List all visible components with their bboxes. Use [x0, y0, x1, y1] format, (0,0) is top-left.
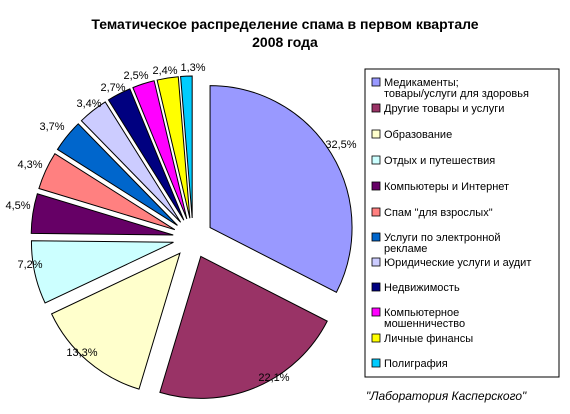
- legend-label: Отдых и путешествия: [384, 155, 495, 167]
- pie-slice: [107, 88, 185, 221]
- slice-value-label: 4,5%: [5, 200, 30, 212]
- pie-slice: [156, 76, 191, 219]
- legend-swatch: [371, 77, 381, 87]
- slice-value-label: 2,5%: [123, 70, 148, 82]
- legend-label: Услуги по электронной рекламе: [384, 232, 501, 255]
- slice-value-label: 32,5%: [325, 139, 356, 151]
- slice-value-label: 3,7%: [39, 121, 64, 133]
- slice-value-label: 2,4%: [152, 65, 177, 77]
- legend-swatch: [371, 181, 381, 191]
- chart-title-line-1: Тематическое распределение спама в перво…: [91, 16, 478, 32]
- legend-frame: [364, 68, 560, 378]
- legend-swatch: [371, 103, 381, 113]
- pie-slice: [56, 123, 178, 226]
- legend: Медикаменты; товары/услуги для здоровья Др…: [364, 68, 560, 378]
- slice-value-label: 7,2%: [17, 259, 42, 271]
- legend-label: Медикаменты; товары/услуги для здоровья: [384, 77, 529, 100]
- legend-swatch: [371, 207, 381, 217]
- legend-label: Образование: [384, 129, 452, 141]
- pie-slices: [30, 75, 353, 399]
- legend-label: Полиграфия: [384, 358, 448, 370]
- legend-label: Компьютерное мошенничество: [384, 307, 465, 330]
- pie-slice: [38, 153, 176, 231]
- legend-label: Спам "для взрослых": [384, 207, 493, 219]
- legend-swatch: [371, 257, 381, 267]
- slice-value-label: 13,3%: [66, 347, 97, 359]
- slice-value-label: 3,4%: [76, 98, 101, 110]
- slice-value-label: 2,7%: [100, 82, 125, 94]
- slice-value-label: 22,1%: [258, 372, 289, 384]
- legend-label: Личные финансы: [384, 333, 473, 345]
- legend-swatch: [371, 358, 381, 368]
- pie-slice: [80, 101, 182, 223]
- slice-value-label: 1,3%: [180, 62, 205, 74]
- pie-slice: [159, 255, 328, 399]
- pie-slice: [209, 85, 353, 293]
- legend-label: Другие товары и услуги: [384, 103, 504, 115]
- legend-swatch: [371, 155, 381, 165]
- source-credit: "Лаборатория Касперского": [366, 389, 527, 403]
- legend-swatch: [371, 232, 381, 242]
- pie-slice: [180, 75, 193, 219]
- legend-swatch: [371, 282, 381, 292]
- pie-slice: [50, 252, 181, 390]
- legend-label: Компьютеры и Интернет: [384, 181, 509, 193]
- legend-swatch: [371, 307, 381, 317]
- slice-value-label: 4,3%: [17, 159, 42, 171]
- pie-slice: [132, 80, 188, 220]
- legend-swatch: [371, 333, 381, 343]
- data-labels: 32,5%22,1%13,3%7,2%4,5%4,3%3,7%3,4%2,7%2…: [5, 62, 356, 384]
- chart-title-line-2: 2008 года: [252, 34, 318, 50]
- legend-label: Недвижимость: [384, 282, 460, 294]
- pie-slice: [30, 240, 174, 304]
- legend-swatch: [371, 129, 381, 139]
- pie-slice: [30, 193, 174, 236]
- legend-label: Юридические услуги и аудит: [384, 257, 531, 269]
